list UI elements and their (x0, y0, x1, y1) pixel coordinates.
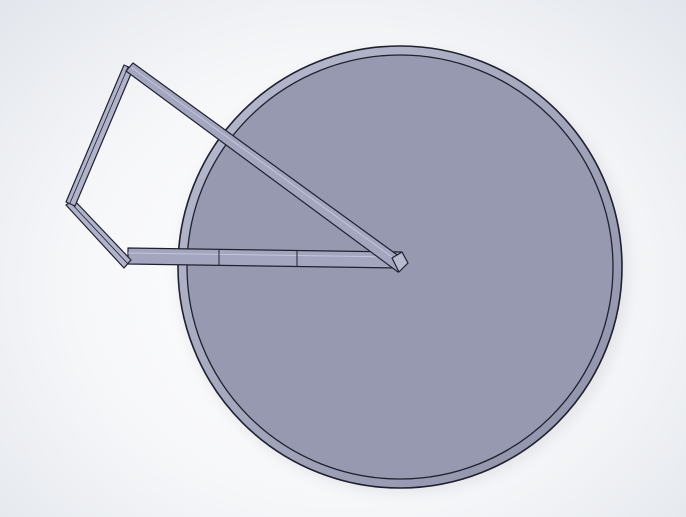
left-vertical-link[interactable] (65, 64, 134, 207)
lower-left-link[interactable] (65, 199, 132, 269)
center-pivot[interactable] (391, 251, 409, 273)
horizontal-arm[interactable] (127, 247, 402, 269)
